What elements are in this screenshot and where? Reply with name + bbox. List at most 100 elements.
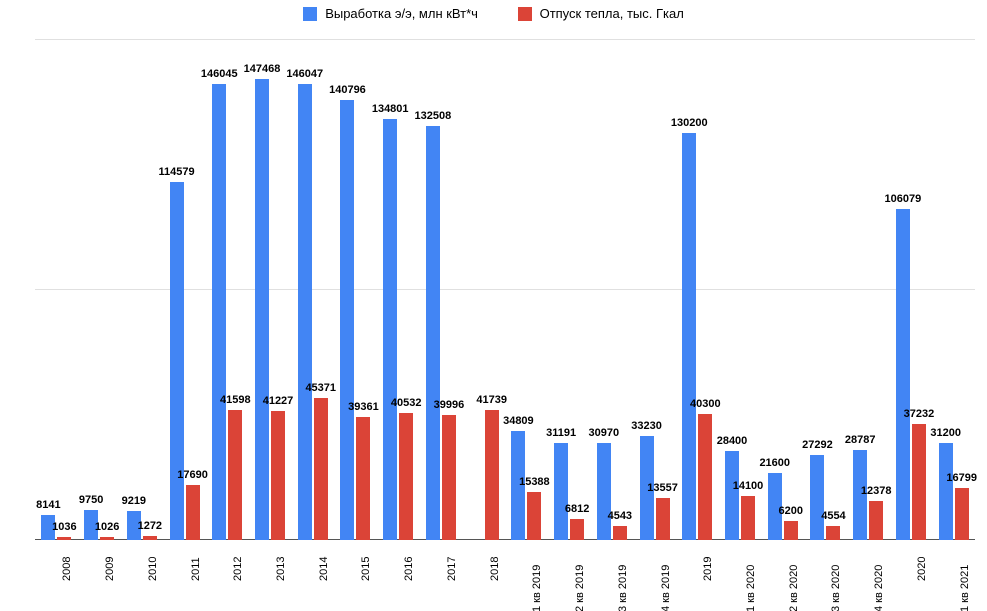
- bar-group: 13020040300: [676, 40, 719, 540]
- bar-value-label: 9219: [104, 495, 164, 507]
- x-axis-label: 2013: [275, 556, 287, 580]
- bar-group: 3480915388: [505, 40, 548, 540]
- legend-item-series-b: Отпуск тепла, тыс. Гкал: [518, 6, 684, 21]
- legend-swatch-a: [303, 7, 317, 21]
- bar-b: [527, 492, 541, 540]
- bar-b: [698, 414, 712, 540]
- bar-value-label: 146047: [275, 68, 335, 80]
- bar-group: 11457917690: [163, 40, 206, 540]
- bar-value-label: 28400: [702, 435, 762, 447]
- x-axis-label: 1 кв 2020: [745, 564, 757, 611]
- bar-value-label: 33230: [617, 420, 677, 432]
- bar-a: [896, 209, 910, 540]
- bar-b: [100, 537, 114, 540]
- x-axis-label: 4 кв 2020: [873, 564, 885, 611]
- x-axis-label: 2012: [232, 556, 244, 580]
- bar-b: [186, 485, 200, 540]
- x-axis-label: 1 кв 2021: [959, 564, 971, 611]
- bar-a: [597, 443, 611, 540]
- bar-b: [784, 521, 798, 540]
- bar-a: [383, 119, 397, 540]
- x-axis-label: 2014: [318, 556, 330, 580]
- bar-group: 97501026: [78, 40, 121, 540]
- bar-value-label: 140796: [317, 84, 377, 96]
- x-axis-label: 2011: [190, 557, 202, 581]
- bar-value-label: 106079: [873, 193, 933, 205]
- x-axis-label: 2020: [916, 556, 928, 580]
- bar-b: [656, 498, 670, 540]
- x-axis-label: 2016: [403, 556, 415, 580]
- bar-a: [340, 100, 354, 540]
- bar-a: [298, 84, 312, 540]
- bar-a: [725, 451, 739, 540]
- bar-group: 14604745371: [291, 40, 334, 540]
- bar-b: [826, 526, 840, 540]
- x-axis-label: 2015: [360, 556, 372, 580]
- bar-group: 309704543: [590, 40, 633, 540]
- bar-b: [955, 488, 969, 540]
- x-axis-label: 3 кв 2019: [617, 564, 629, 611]
- bar-group: 3120016799: [932, 40, 975, 540]
- bar-b: [613, 526, 627, 540]
- bar-a: [255, 79, 269, 540]
- x-axis-label: 2008: [61, 556, 73, 580]
- legend-item-series-a: Выработка э/э, млн кВт*ч: [303, 6, 478, 21]
- bar-group: 2878712378: [847, 40, 890, 540]
- x-axis-label: 1 кв 2019: [531, 564, 543, 611]
- bar-a: [212, 84, 226, 540]
- bar-a: [554, 443, 568, 540]
- bar-b: [399, 413, 413, 540]
- x-axis-label: 2017: [446, 556, 458, 580]
- x-axis-label: 2010: [147, 556, 159, 580]
- bar-a: [170, 182, 184, 540]
- bar-b: [912, 424, 926, 540]
- bar-b: [570, 519, 584, 540]
- bar-b: [741, 496, 755, 540]
- legend-label-a: Выработка э/э, млн кВт*ч: [325, 6, 478, 21]
- bar-value-label: 31200: [916, 427, 976, 439]
- bar-b: [228, 410, 242, 540]
- bar-group: 10607937232: [890, 40, 933, 540]
- legend: Выработка э/э, млн кВт*ч Отпуск тепла, т…: [0, 6, 987, 24]
- legend-swatch-b: [518, 7, 532, 21]
- bar-group: 81411036: [35, 40, 78, 540]
- bar-b: [485, 410, 499, 540]
- bar-value-label: 28787: [830, 434, 890, 446]
- bar-value-label: 132508: [403, 110, 463, 122]
- bar-value-label: 130200: [659, 117, 719, 129]
- bar-group: 14746841227: [249, 40, 292, 540]
- x-axis-label: 2018: [489, 556, 501, 580]
- x-axis-label: 2009: [104, 556, 116, 580]
- bar-group: 92191272: [120, 40, 163, 540]
- bar-a: [939, 443, 953, 541]
- bar-group: 14604541598: [206, 40, 249, 540]
- bar-group: 311916812: [548, 40, 591, 540]
- bar-group: 13250839996: [420, 40, 463, 540]
- bar-a: [426, 126, 440, 540]
- bar-b: [869, 501, 883, 540]
- bar-group: 3323013557: [633, 40, 676, 540]
- bar-group: 41739: [462, 40, 505, 540]
- bar-value-label: 114579: [147, 166, 207, 178]
- bar-b: [143, 536, 157, 540]
- x-axis-label: 4 кв 2019: [660, 564, 672, 611]
- bar-group: 216006200: [761, 40, 804, 540]
- bar-value-label: 21600: [745, 457, 805, 469]
- x-axis-label: 3 кв 2020: [830, 564, 842, 611]
- bar-b: [57, 537, 71, 540]
- bar-group: 272924554: [804, 40, 847, 540]
- bar-b: [314, 398, 328, 540]
- bar-value-label: 34809: [488, 415, 548, 427]
- bar-value-label: 16799: [932, 472, 987, 484]
- x-axis-label: 2 кв 2020: [788, 564, 800, 611]
- x-axis-label: 2019: [702, 556, 714, 580]
- bar-b: [271, 411, 285, 540]
- bar-b: [356, 417, 370, 540]
- bar-group: 14079639361: [334, 40, 377, 540]
- bar-a: [810, 455, 824, 540]
- x-axis-label: 2 кв 2019: [574, 564, 586, 611]
- bar-b: [442, 415, 456, 540]
- bar-a: [682, 133, 696, 540]
- legend-label-b: Отпуск тепла, тыс. Гкал: [540, 6, 684, 21]
- plot-area: 8141103697501026921912721145791769014604…: [35, 40, 975, 540]
